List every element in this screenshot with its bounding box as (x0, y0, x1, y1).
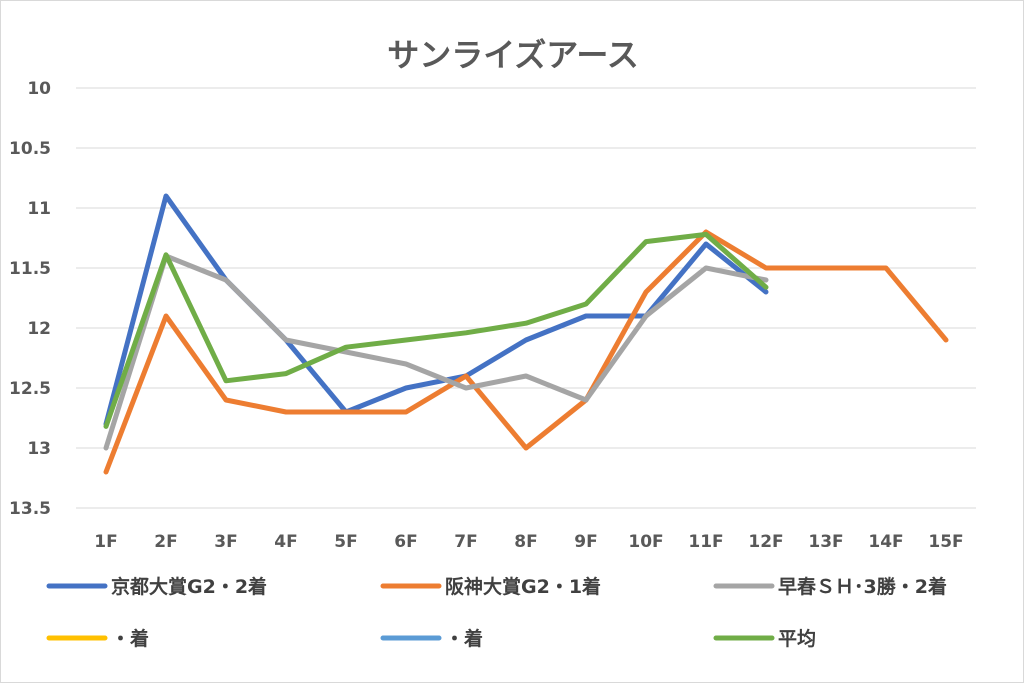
chart-title: サンライズアース (387, 36, 639, 74)
x-tick-label: 10F (628, 532, 663, 552)
series-line-2 (103, 253, 769, 451)
series-line-0 (103, 193, 769, 427)
series-line-5 (103, 231, 769, 429)
x-tick-label: 1F (94, 532, 117, 552)
x-tick-label: 3F (214, 532, 237, 552)
x-tick-label: 7F (454, 532, 477, 552)
gridlines (76, 87, 976, 509)
x-tick-label: 15F (928, 532, 963, 552)
y-tick-label: 10.5 (9, 139, 51, 159)
y-tick-label: 12.5 (9, 379, 51, 399)
x-tick-label: 11F (688, 532, 723, 552)
x-tick-label: 13F (808, 532, 843, 552)
legend-label: ・着 (445, 627, 483, 650)
y-axis-ticks: 10 10.5 11 11.5 12 12.5 13 13.5 (9, 79, 51, 519)
x-tick-label: 5F (334, 532, 357, 552)
x-tick-label: 8F (514, 532, 537, 552)
x-axis-ticks: 1F 2F 3F 4F 5F 6F 7F 8F 9F 10F 11F 12F 13F 14F 15F (94, 532, 963, 552)
y-tick-label: 13 (27, 439, 51, 459)
y-tick-label: 10 (27, 79, 51, 99)
legend-label: ・着 (111, 627, 149, 650)
legend-label: 京都大賞G2・2着 (111, 575, 267, 598)
x-tick-label: 9F (574, 532, 597, 552)
legend-label: 平均 (778, 627, 816, 650)
x-tick-label: 4F (274, 532, 297, 552)
x-tick-label: 6F (394, 532, 417, 552)
legend-label: 阪神大賞G2・1着 (445, 575, 601, 598)
y-tick-label: 13.5 (9, 499, 51, 519)
y-tick-label: 11.5 (9, 259, 51, 279)
y-tick-label: 11 (27, 199, 51, 219)
y-tick-label: 12 (27, 319, 51, 339)
series-line-1 (103, 229, 949, 475)
x-tick-label: 12F (748, 532, 783, 552)
legend-label: 早春ＳＨ･3勝・2着 (778, 575, 947, 598)
x-tick-label: 2F (154, 532, 177, 552)
series-lines (103, 193, 949, 475)
legend: 京都大賞G2・2着 阪神大賞G2・1着 早春ＳＨ･3勝・2着・着 ・着 平均 (46, 575, 947, 650)
x-tick-label: 14F (868, 532, 903, 552)
